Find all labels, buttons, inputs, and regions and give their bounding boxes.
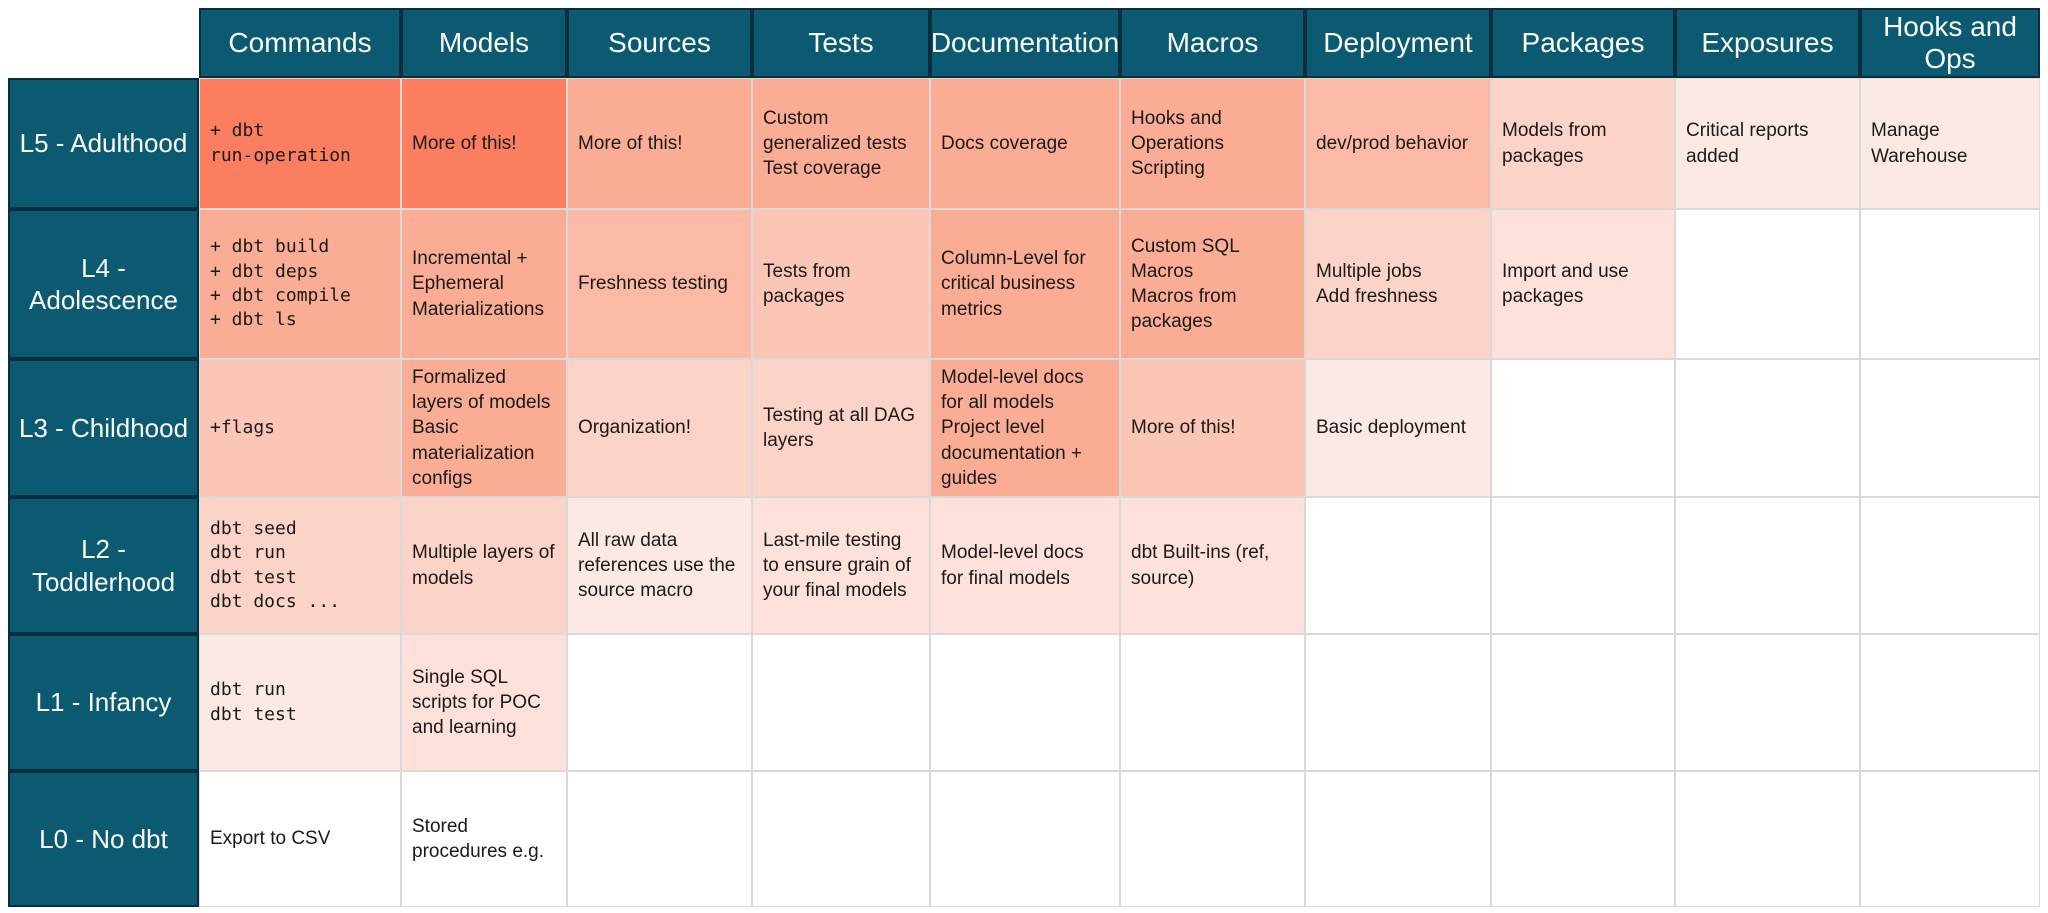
cell-l0-hooks-and-ops — [1860, 771, 2040, 907]
column-header-macros: Macros — [1120, 8, 1305, 78]
cell-l5-commands: + dbt run-operation — [199, 78, 401, 209]
cell-l2-packages — [1491, 497, 1675, 634]
column-header-commands: Commands — [199, 8, 401, 78]
cell-l2-macros: dbt Built-ins (ref, source) — [1120, 497, 1305, 634]
cell-l1-deployment — [1305, 634, 1491, 771]
row-label-l5: L5 - Adulthood — [8, 78, 199, 209]
cell-l1-commands: dbt run dbt test — [199, 634, 401, 771]
cell-l2-deployment — [1305, 497, 1491, 634]
column-header-exposures: Exposures — [1675, 8, 1860, 78]
column-header-packages: Packages — [1491, 8, 1675, 78]
cell-l2-exposures — [1675, 497, 1860, 634]
cell-l0-tests — [752, 771, 930, 907]
cell-l2-hooks-and-ops — [1860, 497, 2040, 634]
cell-l3-commands: +flags — [199, 359, 401, 497]
cell-l3-packages — [1491, 359, 1675, 497]
cell-l1-models: Single SQL scripts for POC and learning — [401, 634, 567, 771]
column-header-hooks-and-ops: Hooks and Ops — [1860, 8, 2040, 78]
column-header-deployment: Deployment — [1305, 8, 1491, 78]
cell-l4-documentation: Column-Level for critical business metri… — [930, 209, 1120, 359]
cell-l5-deployment: dev/prod behavior — [1305, 78, 1491, 209]
cell-l3-deployment: Basic deployment — [1305, 359, 1491, 497]
cell-l4-commands: + dbt build + dbt deps + dbt compile + d… — [199, 209, 401, 359]
cell-l1-exposures — [1675, 634, 1860, 771]
column-header-models: Models — [401, 8, 567, 78]
cell-l5-packages: Models from packages — [1491, 78, 1675, 209]
cell-l1-hooks-and-ops — [1860, 634, 2040, 771]
cell-l2-commands: dbt seed dbt run dbt test dbt docs ... — [199, 497, 401, 634]
row-label-l4: L4 - Adolescence — [8, 209, 199, 359]
cell-l5-sources: More of this! — [567, 78, 752, 209]
cell-l3-sources: Organization! — [567, 359, 752, 497]
cell-l3-tests: Testing at all DAG layers — [752, 359, 930, 497]
cell-l1-macros — [1120, 634, 1305, 771]
cell-l2-models: Multiple layers of models — [401, 497, 567, 634]
corner-cell — [8, 8, 199, 78]
cell-l0-packages — [1491, 771, 1675, 907]
cell-l3-models: Formalized layers of models Basic materi… — [401, 359, 567, 497]
cell-l5-hooks-and-ops: Manage Warehouse — [1860, 78, 2040, 209]
column-header-sources: Sources — [567, 8, 752, 78]
cell-l5-tests: Custom generalized tests Test coverage — [752, 78, 930, 209]
cell-l4-sources: Freshness testing — [567, 209, 752, 359]
cell-l2-sources: All raw data references use the source m… — [567, 497, 752, 634]
cell-l0-documentation — [930, 771, 1120, 907]
cell-l0-models: Stored procedures e.g. — [401, 771, 567, 907]
row-label-l3: L3 - Childhood — [8, 359, 199, 497]
cell-l0-exposures — [1675, 771, 1860, 907]
cell-l4-hooks-and-ops — [1860, 209, 2040, 359]
row-label-l1: L1 - Infancy — [8, 634, 199, 771]
cell-l2-documentation: Model-level docs for final models — [930, 497, 1120, 634]
row-label-l2: L2 - Toddlerhood — [8, 497, 199, 634]
column-header-documentation: Documentation — [930, 8, 1120, 78]
cell-l1-tests — [752, 634, 930, 771]
cell-l4-deployment: Multiple jobs Add freshness — [1305, 209, 1491, 359]
cell-l3-exposures — [1675, 359, 1860, 497]
cell-l5-macros: Hooks and Operations Scripting — [1120, 78, 1305, 209]
cell-l0-deployment — [1305, 771, 1491, 907]
cell-l1-sources — [567, 634, 752, 771]
cell-l5-documentation: Docs coverage — [930, 78, 1120, 209]
cell-l4-exposures — [1675, 209, 1860, 359]
cell-l0-commands: Export to CSV — [199, 771, 401, 907]
cell-l4-tests: Tests from packages — [752, 209, 930, 359]
cell-l4-macros: Custom SQL Macros Macros from packages — [1120, 209, 1305, 359]
column-header-tests: Tests — [752, 8, 930, 78]
cell-l4-packages: Import and use packages — [1491, 209, 1675, 359]
cell-l3-hooks-and-ops — [1860, 359, 2040, 497]
cell-l5-models: More of this! — [401, 78, 567, 209]
cell-l5-exposures: Critical reports added — [1675, 78, 1860, 209]
cell-l1-documentation — [930, 634, 1120, 771]
cell-l4-models: Incremental + Ephemeral Materializations — [401, 209, 567, 359]
cell-l1-packages — [1491, 634, 1675, 771]
cell-l3-macros: More of this! — [1120, 359, 1305, 497]
cell-l0-sources — [567, 771, 752, 907]
cell-l2-tests: Last-mile testing to ensure grain of you… — [752, 497, 930, 634]
cell-l0-macros — [1120, 771, 1305, 907]
row-label-l0: L0 - No dbt — [8, 771, 199, 907]
cell-l3-documentation: Model-level docs for all models Project … — [930, 359, 1120, 497]
